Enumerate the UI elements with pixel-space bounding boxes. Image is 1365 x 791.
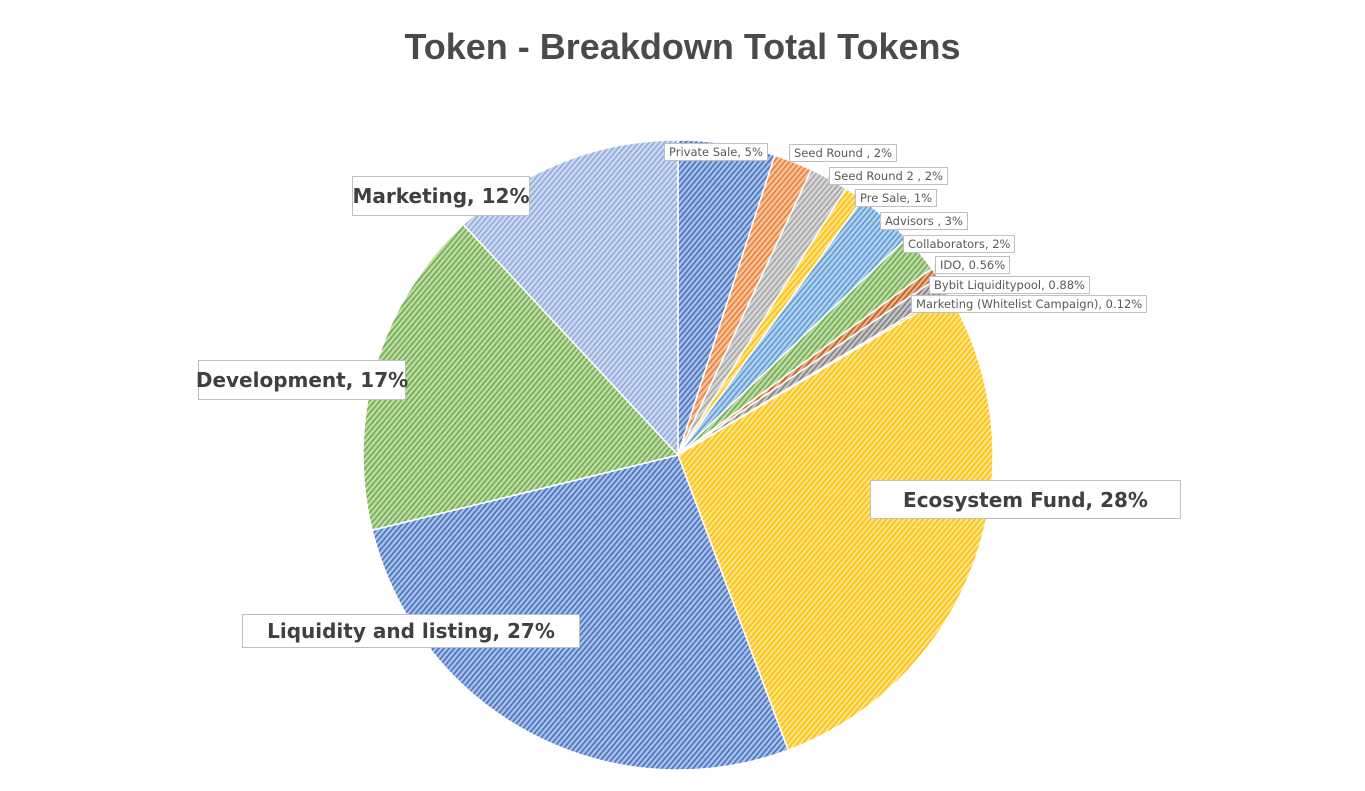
slice-label-bybit-liquiditypool: Bybit Liquiditypool, 0.88% <box>929 276 1090 294</box>
slice-label-marketing: Marketing, 12% <box>352 176 530 216</box>
slice-liquidity-and-listing <box>371 454 790 771</box>
slice-ecosystem-fund <box>677 293 994 752</box>
slice-label-seed-round: Seed Round , 2% <box>789 144 898 162</box>
slice-label-advisors: Advisors , 3% <box>880 212 968 230</box>
slice-label-pre-sale: Pre Sale, 1% <box>855 189 938 207</box>
slice-label-collaborators: Collaborators, 2% <box>903 235 1016 253</box>
chart-title: Token - Breakdown Total Tokens <box>404 26 961 67</box>
slice-label-development: Development, 17% <box>196 360 408 400</box>
slice-label-seed-round-2: Seed Round 2 , 2% <box>829 167 948 185</box>
leader-line <box>853 193 856 199</box>
slice-label-marketing-whitelist-campaign: Marketing (Whitelist Campaign), 0.12% <box>911 295 1148 313</box>
slice-label-ecosystem-fund: Ecosystem Fund, 28% <box>870 480 1181 519</box>
slice-label-private-sale: Private Sale, 5% <box>664 143 768 161</box>
slice-label-liquidity-and-listing: Liquidity and listing, 27% <box>242 614 580 648</box>
slice-label-ido: IDO, 0.56% <box>935 256 1011 274</box>
